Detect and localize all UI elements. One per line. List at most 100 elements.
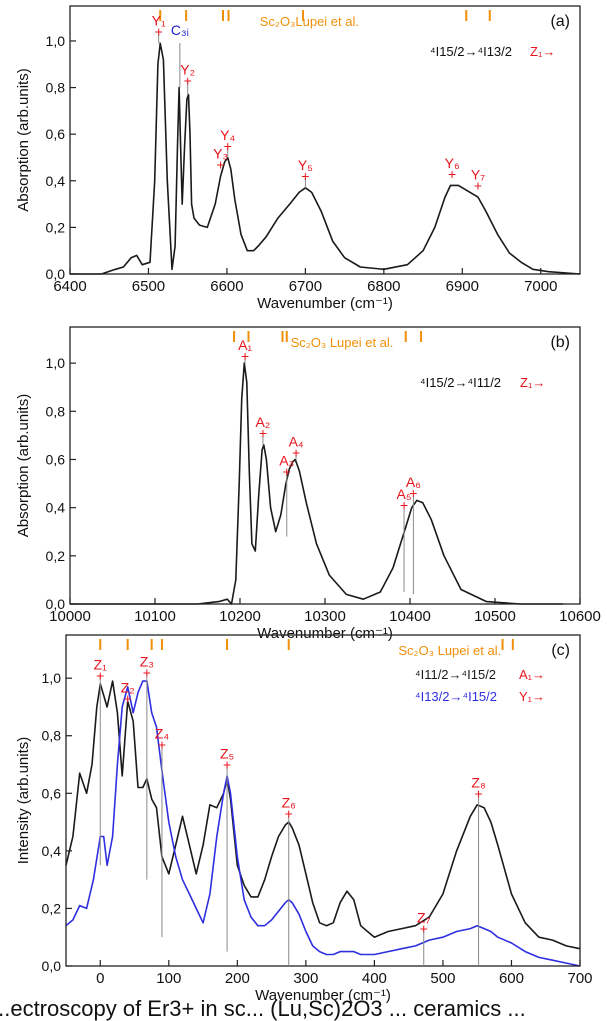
y-tick-label: 0,0: [46, 266, 66, 282]
transition-label: ⁴I13/2→⁴I15/2: [415, 689, 497, 704]
transition-level: Z₁→: [530, 44, 555, 59]
peak-label: A₅: [397, 486, 412, 502]
peak-label: Z₃: [140, 653, 154, 669]
x-tick-label: 6900: [446, 278, 479, 295]
y-tick-label: 0,8: [46, 403, 66, 419]
peak-marker: +: [217, 156, 225, 172]
peak-marker: +: [241, 348, 249, 364]
peak-label: Z₇: [417, 910, 431, 926]
y-axis-title: Intensity (arb.units): [15, 737, 32, 865]
series-line-1: [70, 362, 563, 605]
y-tick-label: 0,0: [46, 596, 66, 612]
y-tick-label: 0,6: [42, 785, 62, 801]
peak-marker: +: [283, 464, 291, 480]
y-axis-title: Absorption (arb.units): [15, 394, 32, 537]
peak-label: Z₆: [282, 794, 296, 810]
axes-frame: [65, 634, 581, 967]
y-tick-label: 0,8: [42, 728, 62, 744]
axes-frame: [69, 326, 581, 605]
y-tick-label: 0,4: [46, 173, 66, 189]
peak-marker: +: [184, 73, 192, 89]
peak-label: A₆: [406, 474, 421, 490]
transition-level: Y₁→: [519, 689, 545, 704]
peak-label: Z₈: [471, 774, 485, 790]
peak-marker: +: [155, 24, 163, 40]
peak-label: Y₂: [180, 62, 195, 78]
x-tick-label: 10200: [219, 608, 261, 625]
y-axis-title: Absorption (arb.units): [15, 68, 32, 211]
peak-label: A₃: [279, 453, 294, 469]
peak-marker: +: [143, 664, 151, 680]
reference-label: Sc₂O₃ Lupei et al.: [398, 643, 501, 658]
x-tick-label: 6500: [132, 278, 165, 295]
x-tick-label: 0: [96, 970, 104, 987]
peak-marker: +: [96, 667, 104, 683]
y-tick-label: 1,0: [46, 33, 66, 49]
peak-label: Z₄: [155, 725, 170, 741]
x-tick-label: 10100: [134, 608, 176, 625]
x-tick-label: 10000: [49, 608, 91, 625]
panel-c: 0 100 200 300 400 500 600 700 0,0 0,2 0,4 0,6 0,8 1,0…: [15, 634, 593, 1004]
peak-marker: +: [420, 921, 428, 937]
panel-label: (a): [550, 13, 570, 30]
x-tick-label: 6400: [53, 278, 86, 295]
peak-label: Y₇: [471, 166, 485, 182]
figure-caption: ...ectroscopy of Er3+ in sc... (Lu,Sc)2O…: [0, 996, 526, 1021]
x-tick-label: 10500: [474, 608, 516, 625]
peak-label: Z₂: [121, 679, 135, 695]
x-tick-label: 7000: [524, 278, 557, 295]
peak-marker: +: [158, 736, 166, 752]
x-tick-label: 600: [499, 970, 524, 987]
peak-label: Y₅: [298, 157, 313, 173]
series-line-1: [70, 42, 581, 275]
peak-label: A₄: [289, 433, 304, 449]
y-tick-label: 0,8: [46, 80, 66, 96]
x-axis-title: Wavenumber (cm⁻¹): [255, 987, 391, 1004]
peak-marker: +: [400, 497, 408, 513]
peak-label: Z₅: [220, 746, 234, 762]
peak-marker: +: [124, 690, 132, 706]
axes-frame: [69, 5, 581, 275]
series-line-2: [65, 680, 581, 967]
transition-label: ⁴I15/2→⁴I11/2: [420, 375, 501, 390]
panel-a: 6400 6500 6600 6700 6800 6900 7000 0,0 0,2 0,4 0,6…: [15, 5, 581, 312]
x-tick-label: 100: [156, 970, 181, 987]
y-tick-label: 0,2: [46, 548, 66, 564]
x-axis-title: Wavenumber (cm⁻¹): [257, 295, 393, 312]
transition-level: A₁→: [519, 667, 545, 682]
peak-marker: +: [224, 138, 232, 154]
peak-marker: +: [474, 785, 482, 801]
peak-marker: +: [223, 757, 231, 773]
x-tick-label: 400: [362, 970, 387, 987]
y-tick-label: 0,0: [42, 958, 62, 974]
panel-label: (b): [550, 334, 570, 351]
panel-label: (c): [551, 642, 570, 659]
y-tick-label: 1,0: [42, 670, 62, 686]
reference-label: Sc₂O₃ Lupei et al.: [291, 335, 394, 350]
y-tick-label: 0,6: [46, 451, 66, 467]
x-tick-label: 6700: [289, 278, 322, 295]
y-tick-label: 1,0: [46, 355, 66, 371]
y-tick-label: 0,4: [42, 843, 62, 859]
transition-label: ⁴I15/2→⁴I13/2: [430, 44, 512, 59]
peak-label: Y₆: [445, 155, 460, 171]
transition-label: ⁴I11/2→⁴I15/2: [415, 667, 496, 682]
y-tick-label: 0,2: [42, 900, 62, 916]
x-tick-label: 700: [567, 970, 592, 987]
peak-label: C₃ᵢ: [171, 22, 189, 38]
y-tick-label: 0,2: [46, 219, 66, 235]
x-tick-label: 10600: [559, 608, 601, 625]
x-tick-label: 500: [430, 970, 455, 987]
peak-marker: +: [474, 177, 482, 193]
peak-marker: +: [448, 166, 456, 182]
peak-label: Z₁: [94, 656, 108, 672]
y-tick-label: 0,6: [46, 126, 66, 142]
panel-b: 10000 10100 10200 10300 10400 10500 10600 0,0 0,…: [15, 326, 601, 642]
peak-marker: +: [301, 168, 309, 184]
peak-marker: +: [259, 425, 267, 441]
transition-level: Z₁→: [520, 375, 545, 390]
peak-label: Y₁: [152, 13, 166, 29]
series-line-1: [65, 680, 581, 950]
x-tick-label: 6600: [210, 278, 243, 295]
x-tick-label: 10400: [389, 608, 431, 625]
